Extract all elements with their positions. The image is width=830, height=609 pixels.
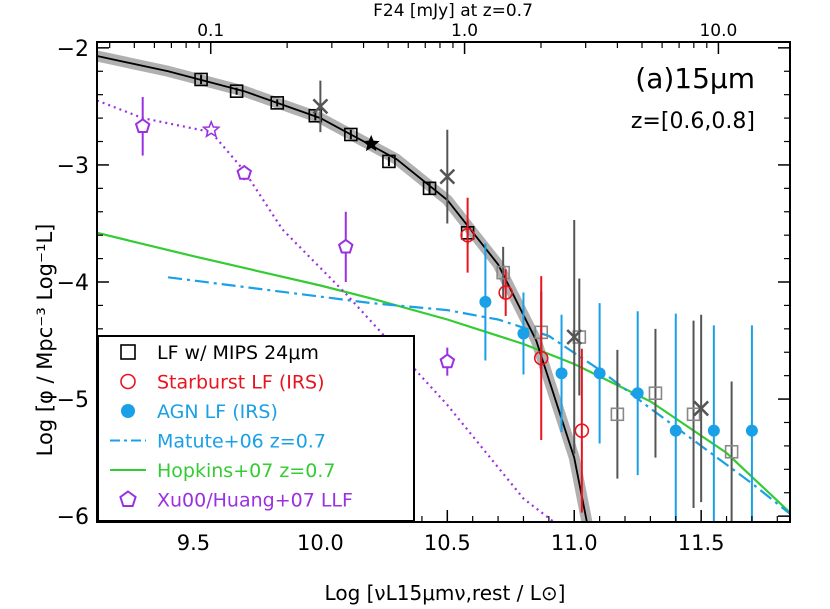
mips-point — [610, 407, 625, 422]
legend: LF w/ MIPS 24μm Starburst LF (IRS) AGN LF … — [97, 335, 415, 522]
top-tick-label: 10.0 — [699, 21, 737, 41]
agn-point — [593, 367, 606, 380]
y-tick-label: −6 — [57, 505, 89, 530]
agn-point — [707, 424, 720, 437]
mips-point — [194, 72, 208, 87]
legend-label: AGN LF (IRS) — [157, 401, 278, 423]
mips-point — [422, 181, 437, 196]
xu-star-point — [201, 119, 221, 138]
redshift-label: z=[0.6,0.8] — [631, 109, 755, 134]
xu-point — [337, 238, 354, 254]
agn-point — [669, 424, 682, 437]
fit-curve — [97, 55, 588, 522]
matute-curve — [167, 276, 790, 515]
agn-point — [517, 327, 530, 340]
starburst-point — [498, 285, 513, 300]
x-tick-label: 10.0 — [297, 531, 344, 555]
x-tick-label: 9.5 — [177, 531, 210, 555]
starburst-point — [574, 423, 590, 438]
data-points — [134, 72, 758, 522]
xu-point — [236, 164, 253, 180]
mips-point — [382, 154, 396, 169]
xu-point — [134, 118, 151, 133]
top-axis-label: F24 [mJy] at z=0.7 — [373, 1, 533, 21]
top-tick-label: 0.1 — [197, 21, 224, 41]
x-tick-label: 11.5 — [678, 531, 725, 555]
agn-point — [745, 424, 758, 437]
agn-point — [555, 367, 568, 380]
xu-point — [439, 353, 456, 369]
x-tick-label: 11.0 — [551, 531, 598, 555]
legend-frame — [97, 335, 415, 522]
y-axis-label: Log [φ / Mpc⁻³ Log⁻¹L] — [33, 224, 57, 457]
mips-point — [229, 84, 244, 98]
cross-point — [693, 400, 710, 417]
mips-point — [344, 127, 358, 142]
cross-point — [439, 168, 456, 185]
top-tick-label: 1.0 — [451, 21, 478, 41]
agn-point — [479, 295, 492, 308]
mips-point — [648, 386, 663, 401]
legend-label: Matute+06 z=0.7 — [157, 431, 326, 453]
panel-label: (a)15μm — [635, 62, 755, 95]
legend-symbol-pentagon — [119, 490, 137, 507]
y-tick-label: −2 — [57, 37, 89, 62]
mips-point — [270, 96, 285, 110]
xu-curve — [97, 99, 555, 522]
y-tick-label: −4 — [57, 271, 89, 296]
y-tick-label: −5 — [57, 388, 89, 413]
legend-symbol-circle-open — [120, 373, 136, 390]
starburst-point — [460, 227, 475, 243]
legend-label: Hopkins+07 z=0.7 — [157, 460, 335, 482]
legend-label: Xu00/Huang+07 LLF — [157, 490, 353, 512]
legend-label: LF w/ MIPS 24μm — [157, 342, 319, 364]
x-tick-label: 10.5 — [424, 531, 471, 555]
starburst-point — [533, 350, 549, 366]
legend-label: Starburst LF (IRS) — [157, 372, 325, 394]
cross-point — [566, 329, 583, 345]
x-axis-label: Log [νL15μmν,rest / L⊙] — [325, 581, 566, 605]
agn-point — [631, 387, 644, 400]
legend-symbol-circle-filled — [121, 404, 135, 418]
legend-symbol-square — [120, 344, 136, 360]
mips-point — [724, 444, 739, 459]
mips-point — [496, 265, 510, 280]
y-tick-label: −3 — [57, 154, 89, 179]
cross-point — [312, 98, 329, 115]
mips-point — [686, 407, 701, 422]
star-point — [362, 134, 380, 152]
